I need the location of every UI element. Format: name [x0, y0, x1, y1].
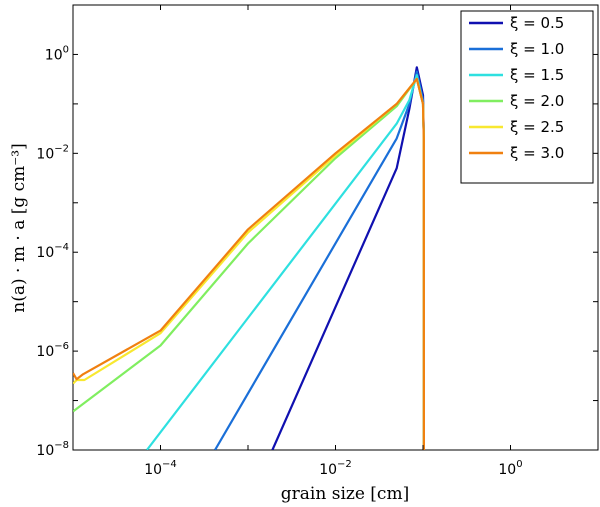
legend-label-2: ξ = 1.0: [510, 40, 564, 58]
legend-label-6: ξ = 3.0: [510, 144, 564, 162]
y-tick-label: 10−8: [36, 440, 69, 459]
legend-label-1: ξ = 0.5: [510, 14, 564, 32]
x-axis-label: grain size [cm]: [281, 484, 409, 504]
y-tick-label: 10−2: [36, 143, 69, 162]
legend-items: ξ = 0.5 ξ = 1.0 ξ = 1.5 ξ = 2.0 ξ = 2.5 ξ = 3…: [469, 14, 564, 162]
legend-box: [460, 10, 594, 184]
x-tick-label: 10−4: [144, 459, 177, 478]
legend-label-5: ξ = 2.5: [510, 118, 564, 136]
x-tick-label: 100: [498, 459, 522, 478]
x-tick-label: 10−2: [319, 459, 352, 478]
y-axis-label: n(a) · m · a [g cm⁻³]: [9, 143, 29, 312]
legend: ξ = 0.5 ξ = 1.0 ξ = 1.5 ξ = 2.0 ξ = 2.5 ξ = 3…: [460, 10, 594, 184]
tick-layer: 10−4 10−2 100 10−8 10−6 10−4 10−2 100: [36, 4, 599, 478]
series-line-6: [73, 77, 425, 450]
series-layer: [73, 66, 425, 450]
y-tick-label: 100: [45, 44, 69, 63]
y-tick-label: 10−6: [36, 341, 69, 360]
legend-label-4: ξ = 2.0: [510, 92, 564, 110]
legend-label-3: ξ = 1.5: [510, 66, 564, 84]
y-tick-label: 10−4: [36, 242, 69, 261]
